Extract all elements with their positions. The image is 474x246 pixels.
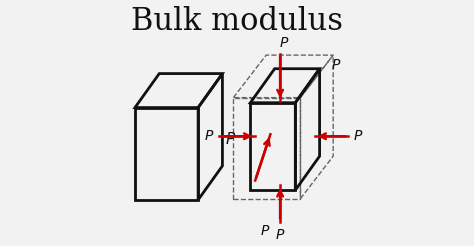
Text: $P$: $P$ <box>330 58 341 72</box>
Text: $P$: $P$ <box>225 131 236 147</box>
Text: $P$: $P$ <box>203 129 214 143</box>
Text: Bulk modulus: Bulk modulus <box>131 6 343 37</box>
Text: $P$: $P$ <box>353 129 363 143</box>
Text: $P$: $P$ <box>275 228 285 242</box>
Text: $P$: $P$ <box>260 224 270 238</box>
Text: $P$: $P$ <box>279 36 289 50</box>
